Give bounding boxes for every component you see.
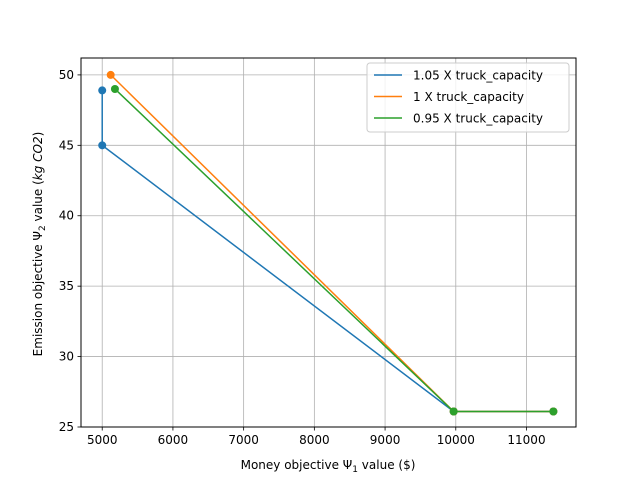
y-tick-label: 30: [59, 350, 74, 364]
data-point: [98, 86, 107, 95]
legend-label: 0.95 X truck_capacity: [413, 112, 543, 126]
x-tick-label: 11000: [507, 433, 545, 447]
y-tick-label: 40: [59, 209, 74, 223]
data-point: [549, 407, 558, 416]
x-axis-label: Money objective Ψ1 value ($): [241, 458, 416, 475]
legend-box: [366, 62, 570, 133]
data-point: [106, 70, 115, 79]
y-tick-label: 45: [59, 138, 74, 152]
axis-ticks: 5000 6000 7000 8000 9000 10000 11000 25 30 35 40 45…: [59, 68, 546, 447]
series-3: [110, 84, 558, 416]
x-tick-label: 6000: [158, 433, 189, 447]
y-tick-label: 35: [59, 279, 74, 293]
y-axis-label: Emission objective Ψ2 value (kg CO2): [31, 132, 48, 357]
axes-frame: [80, 57, 577, 428]
data-point: [98, 141, 107, 150]
data-point: [110, 84, 119, 93]
x-tick-label: 5000: [87, 433, 118, 447]
plot-series: [98, 70, 558, 416]
data-point: [449, 407, 458, 416]
legend-label: 1 X truck_capacity: [413, 90, 524, 104]
x-tick-label: 9000: [370, 433, 401, 447]
legend-label: 1.05 X truck_capacity: [413, 69, 543, 83]
y-tick-label: 25: [59, 420, 74, 434]
x-tick-label: 10000: [437, 433, 475, 447]
legend: 1.05 X truck_capacity 1 X truck_capacity 0…: [366, 62, 570, 133]
y-tick-label: 50: [59, 68, 74, 82]
x-tick-label: 7000: [228, 433, 259, 447]
x-tick-label: 8000: [299, 433, 330, 447]
